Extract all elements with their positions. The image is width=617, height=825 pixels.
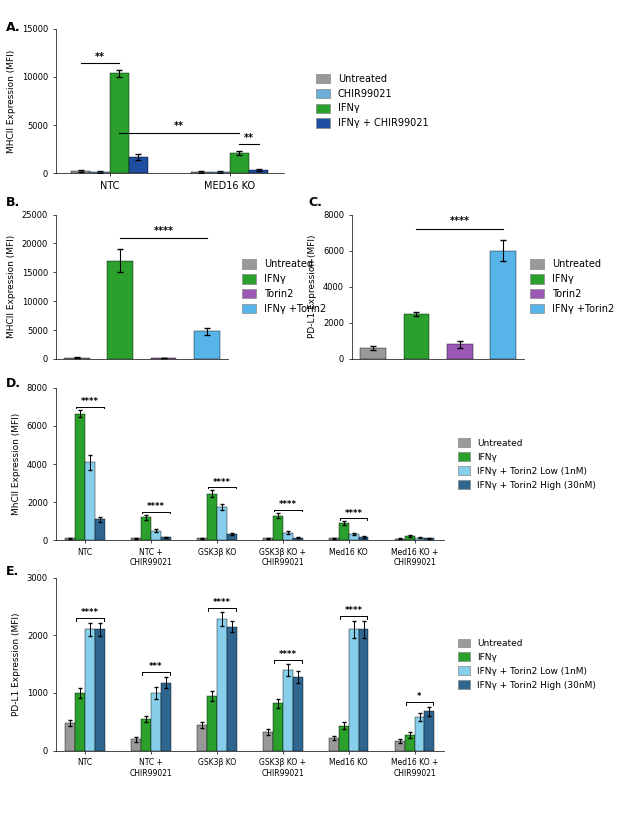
- Text: ****: ****: [450, 216, 470, 226]
- Bar: [404, 314, 429, 359]
- Bar: [129, 157, 148, 173]
- Bar: [194, 331, 220, 359]
- Bar: [207, 696, 217, 751]
- Text: E.: E.: [6, 565, 19, 578]
- Bar: [131, 539, 141, 540]
- Bar: [424, 538, 434, 540]
- Bar: [273, 704, 283, 751]
- Bar: [65, 723, 75, 751]
- Bar: [292, 676, 302, 751]
- Bar: [65, 539, 75, 540]
- Bar: [151, 358, 176, 359]
- Y-axis label: PD-L1 Expression (MFI): PD-L1 Expression (MFI): [12, 612, 21, 716]
- Bar: [415, 717, 424, 751]
- Bar: [263, 733, 273, 751]
- Bar: [141, 719, 151, 751]
- Bar: [85, 629, 95, 751]
- Legend: Untreated, IFNγ, Torin2, IFNγ +Torin2: Untreated, IFNγ, Torin2, IFNγ +Torin2: [239, 257, 329, 317]
- Bar: [227, 535, 237, 540]
- Bar: [161, 682, 171, 751]
- Bar: [197, 539, 207, 540]
- Text: A.: A.: [6, 21, 21, 34]
- Bar: [227, 627, 237, 751]
- Text: ****: ****: [279, 649, 297, 658]
- Bar: [415, 538, 424, 540]
- Text: D.: D.: [6, 377, 21, 390]
- Bar: [95, 520, 105, 540]
- Text: **: **: [95, 52, 105, 62]
- Bar: [273, 516, 283, 540]
- Text: ****: ****: [81, 608, 99, 617]
- Bar: [447, 345, 473, 359]
- Text: **: **: [244, 134, 254, 144]
- Bar: [230, 153, 249, 173]
- Text: ****: ****: [345, 606, 363, 615]
- Bar: [151, 693, 161, 751]
- Text: *: *: [417, 692, 422, 701]
- Bar: [358, 537, 368, 540]
- Text: C.: C.: [308, 196, 322, 210]
- Text: ****: ****: [81, 398, 99, 407]
- Bar: [107, 261, 133, 359]
- Legend: Untreated, IFNγ, Torin2, IFNγ +Torin2: Untreated, IFNγ, Torin2, IFNγ +Torin2: [528, 257, 617, 317]
- Y-axis label: MHCII Expression (MFI): MHCII Expression (MFI): [7, 235, 16, 338]
- Legend: Untreated, IFNγ, IFNγ + Torin2 Low (1nM), IFNγ + Torin2 High (30nM): Untreated, IFNγ, IFNγ + Torin2 Low (1nM)…: [455, 636, 599, 692]
- Bar: [95, 629, 105, 751]
- Text: ****: ****: [147, 502, 165, 512]
- Bar: [360, 348, 386, 359]
- Bar: [75, 693, 85, 751]
- Bar: [329, 738, 339, 751]
- Bar: [349, 535, 358, 540]
- Bar: [151, 530, 161, 540]
- Bar: [75, 413, 85, 540]
- Y-axis label: MhCII Expression (MFI): MhCII Expression (MFI): [12, 413, 21, 515]
- Bar: [329, 539, 339, 540]
- Bar: [283, 670, 292, 751]
- Y-axis label: MHCII Expression (MFI): MHCII Expression (MFI): [7, 50, 16, 153]
- Text: ****: ****: [154, 226, 173, 236]
- Bar: [339, 726, 349, 751]
- Text: **: **: [174, 121, 184, 131]
- Bar: [249, 170, 268, 173]
- Bar: [191, 172, 210, 173]
- Bar: [292, 538, 302, 540]
- Text: B.: B.: [6, 196, 20, 210]
- Bar: [197, 725, 207, 751]
- Bar: [217, 507, 227, 540]
- Text: ****: ****: [279, 501, 297, 510]
- Bar: [64, 358, 90, 359]
- Bar: [405, 536, 415, 540]
- Bar: [85, 462, 95, 540]
- Legend: Untreated, IFNγ, IFNγ + Torin2 Low (1nM), IFNγ + Torin2 High (30nM): Untreated, IFNγ, IFNγ + Torin2 Low (1nM)…: [455, 436, 599, 493]
- Bar: [141, 517, 151, 540]
- Bar: [131, 739, 141, 751]
- Legend: Untreated, CHIR99021, IFNγ, IFNγ + CHIR99021: Untreated, CHIR99021, IFNγ, IFNγ + CHIR9…: [313, 71, 431, 131]
- Text: ****: ****: [345, 509, 363, 517]
- Text: ****: ****: [213, 478, 231, 487]
- Bar: [349, 629, 358, 751]
- Bar: [161, 537, 171, 540]
- Bar: [358, 629, 368, 751]
- Bar: [217, 619, 227, 751]
- Text: ***: ***: [149, 662, 163, 672]
- Bar: [405, 735, 415, 751]
- Bar: [207, 493, 217, 540]
- Bar: [490, 251, 516, 359]
- Y-axis label: PD-L1 Expression (MFI): PD-L1 Expression (MFI): [308, 235, 317, 338]
- Bar: [395, 741, 405, 751]
- Bar: [283, 533, 292, 540]
- Bar: [210, 172, 230, 173]
- Bar: [395, 539, 405, 540]
- Bar: [110, 73, 129, 173]
- Text: ****: ****: [213, 597, 231, 606]
- Bar: [339, 523, 349, 540]
- Bar: [263, 539, 273, 540]
- Bar: [424, 711, 434, 751]
- Bar: [90, 172, 110, 173]
- Bar: [71, 172, 90, 173]
